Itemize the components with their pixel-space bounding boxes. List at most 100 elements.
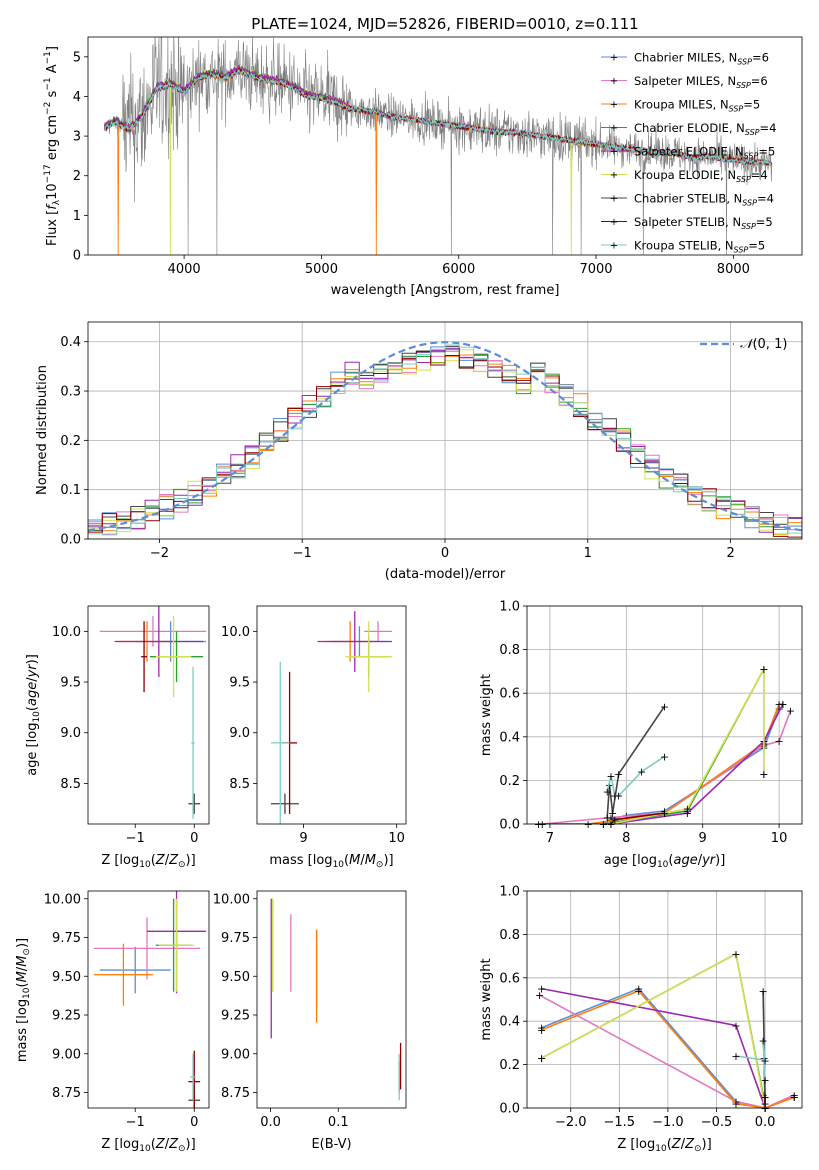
data-point: + (603, 811, 612, 824)
x-tick-label: −1.0 (652, 1115, 684, 1130)
errorbar-point (190, 1053, 197, 1101)
y-tick-label: 0.4 (499, 1015, 520, 1030)
series-line (538, 703, 784, 824)
y-tick-label: 0.8 (499, 928, 520, 943)
spectrum-frame (87, 36, 803, 256)
y-tick-label: 0 (73, 249, 81, 264)
y-tick-label: 1 (73, 209, 81, 224)
y-tick-label: 9.25 (221, 1009, 250, 1024)
y-tick-label: 8.75 (52, 1086, 81, 1101)
y-tick-label: 10.0 (52, 625, 81, 640)
y-tick-label: 0.8 (499, 643, 520, 658)
y-tick-label: 0.4 (499, 730, 520, 745)
x-tick-label: 9 (699, 831, 707, 846)
errorbar-point (114, 606, 204, 677)
errorbar-point (270, 793, 299, 814)
errorbar-point (141, 621, 148, 693)
data-point: + (683, 807, 692, 820)
data-point: + (731, 1095, 740, 1108)
x-tick-label: −2.0 (555, 1115, 587, 1130)
mass-vs-Z-frame (87, 890, 210, 1109)
data-point: + (634, 983, 643, 996)
x-tick-label: 0 (441, 546, 449, 561)
y-tick-label: 0.6 (499, 687, 520, 702)
data-point: + (759, 1035, 768, 1048)
x-tick-label: 0 (190, 831, 198, 846)
y-tick-label: 9.00 (52, 1047, 81, 1062)
data-point: + (760, 1102, 769, 1115)
y-tick-label: 9.25 (52, 1009, 81, 1024)
data-point: + (634, 985, 643, 998)
data-point: + (660, 807, 669, 820)
massweight-vs-Z-axes: −2.0 −1.5 −1.0 −0.5 0.0 0.0 0.2 0.4 0.6 0.8 1.0 (499, 885, 802, 1130)
data-point: + (537, 1052, 546, 1065)
legend-label: Chabrier MILES, NSSP=6 (634, 51, 769, 67)
data-point: + (760, 1054, 769, 1067)
data-point: + (760, 1102, 769, 1115)
y-tick-label: 0.2 (60, 434, 81, 449)
x-tick-label: −1 (126, 831, 145, 846)
x-tick-label: 0 (190, 1115, 198, 1130)
y-tick-label: 9.50 (221, 970, 250, 985)
y-axis-label: mass weight (479, 674, 494, 756)
residual-histogram-salpeter-stelib (88, 351, 802, 538)
legend-label: Salpeter STELIB, NSSP=5 (634, 215, 773, 231)
legend-label: Kroupa MILES, NSSP=5 (634, 98, 760, 114)
data-point: + (534, 818, 543, 831)
legend-marker: + (610, 100, 618, 111)
data-point: + (606, 818, 615, 831)
x-tick-label: −1 (126, 1115, 145, 1130)
y-tick-label: 0.3 (60, 385, 81, 400)
age-vs-Z-frame (87, 605, 210, 825)
data-point: + (759, 768, 768, 781)
x-axis-label: Z [log10(Z/Z⊙)] (101, 1137, 195, 1154)
data-point: + (778, 698, 787, 711)
y-tick-label: 9.50 (52, 970, 81, 985)
errorbar-point (99, 946, 171, 994)
legend-marker: + (610, 147, 618, 158)
legend-label: Kroupa STELIB, NSSP=5 (634, 239, 765, 255)
data-point: + (614, 768, 623, 781)
data-point: + (683, 803, 692, 816)
errorbar-point (317, 611, 393, 672)
normal-distribution-line (87, 341, 803, 532)
data-point: + (683, 805, 692, 818)
massweight-vs-age-frame (526, 605, 803, 825)
y-axis-label: mass [log10(M/M⊙)] (15, 938, 32, 1062)
x-axis-label: Z [log10(Z/Z⊙)] (617, 1137, 711, 1154)
chart-title: PLATE=1024, MJD=52826, FIBERID=0010, z=0… (251, 15, 638, 33)
y-tick-label: 9.00 (221, 1047, 250, 1062)
data-point: + (759, 768, 768, 781)
data-point: + (731, 1050, 740, 1063)
errorbar-point (188, 1050, 201, 1108)
legend-marker: + (610, 76, 618, 87)
x-tick-label: 8000 (717, 262, 750, 277)
x-tick-label: 5000 (305, 262, 338, 277)
data-point: + (584, 818, 593, 831)
data-point: + (537, 1022, 546, 1035)
data-point: + (603, 785, 612, 798)
x-axis-label: E(B-V) (311, 1137, 351, 1152)
data-point: + (660, 700, 669, 713)
y-tick-label: 3 (73, 130, 81, 145)
data-point: + (599, 818, 608, 831)
data-point: + (774, 735, 783, 748)
data-point: + (537, 1024, 546, 1037)
data-point: + (760, 1098, 769, 1111)
age-vs-mass-axes: 9 10 8.5 9.0 9.5 10.0 (221, 625, 405, 846)
x-tick-label: 0.1 (328, 1115, 349, 1130)
legend-label: Chabrier ELODIE, NSSP=4 (634, 121, 776, 137)
y-axis-label: Flux [fλ10−17 erg cm−2 s−1 A−1] (43, 46, 62, 246)
data-point: + (759, 985, 768, 998)
x-tick-label: 7000 (579, 262, 612, 277)
data-point: + (610, 790, 619, 803)
data-point: + (606, 818, 615, 831)
data-point: + (606, 818, 615, 831)
y-axis-label: Normed distribution (35, 365, 50, 495)
residuals-frame (87, 321, 803, 540)
data-point: + (537, 983, 546, 996)
legend: + Chabrier MILES, NSSP=6 + Salpeter MILES, … (601, 51, 776, 255)
data-point: + (731, 948, 740, 961)
x-tick-label: −1.5 (604, 1115, 636, 1130)
errorbar-point (188, 793, 201, 814)
